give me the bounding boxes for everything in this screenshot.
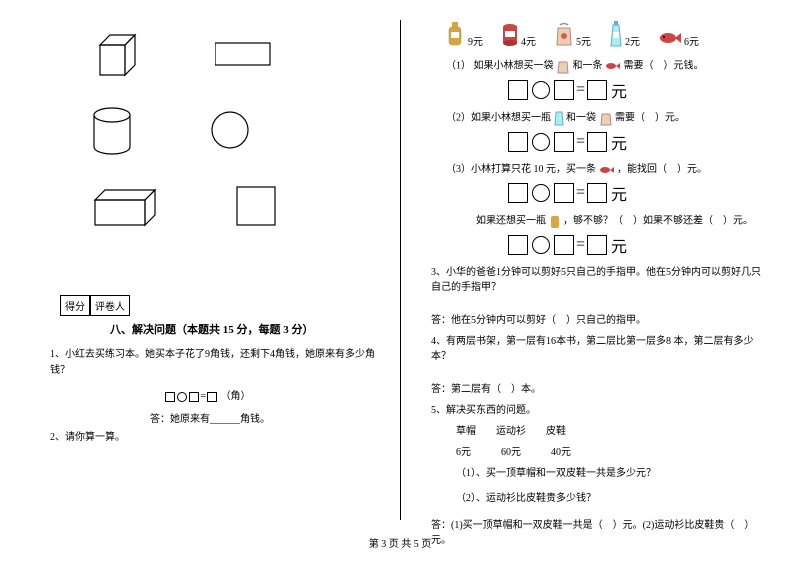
eq-4: =元	[506, 233, 770, 257]
right-column: 9元 4元 5元 2元 6元 （1） 如果小林想买一袋 和一条 需要（ ）元钱。…	[400, 20, 770, 520]
page-footer: 第 3 页 共 5 页	[0, 535, 800, 550]
fish-icon-inline	[605, 60, 621, 72]
eq-unit: （角）	[221, 391, 251, 402]
eq-3: =元	[506, 181, 770, 205]
bag-icon-inline	[556, 58, 570, 74]
sub-q3c: 如果还想买一瓶 ，够不够？（ ）如果不够还差（ ）元。	[476, 213, 770, 229]
question-2: 2、请你算一算。	[50, 430, 385, 446]
sub-q1: （1） 如果小林想买一袋 和一条 需要（ ）元钱。	[446, 58, 770, 74]
section-title: 八、解决问题（本题共 15 分，每题 3 分）	[110, 321, 385, 337]
price-4: 2元	[625, 33, 640, 48]
q5-header: 草帽 运动衫 皮鞋	[456, 424, 770, 439]
bag-icon-inline2	[599, 110, 613, 126]
score-label: 得分	[60, 295, 90, 316]
bottle-icon	[446, 20, 466, 48]
price-1: 9元	[468, 33, 483, 48]
q5-sub2: （2）、运动衫比皮鞋贵多少钱？	[456, 491, 770, 506]
question-5: 5、解决买东西的问题。	[431, 403, 770, 418]
sub-q2: （2）如果小林想买一瓶 和一袋 需要（ ）元。	[446, 110, 770, 126]
left-column: 得分 评卷人 八、解决问题（本题共 15 分，每题 3 分） 1、小红去买练习本…	[30, 20, 400, 520]
shapes-area	[30, 20, 385, 275]
eq-1: =元	[506, 78, 770, 102]
bottle-icon-inline	[549, 213, 561, 229]
question-1: 1、小红去买练习本。她买本子花了9角钱，还剩下4角钱，她原来有多少角钱？	[50, 347, 385, 379]
bottle2-icon	[609, 20, 623, 48]
bottle2-icon-inline	[554, 110, 564, 126]
cube-shape	[90, 30, 145, 80]
price-3: 5元	[576, 33, 591, 48]
question-3: 3、小华的爸爸1分钟可以剪好5只自己的手指甲。他在5分钟内可以剪好几只自己的手指…	[431, 265, 770, 295]
q3-answer: 答：他在5分钟内可以剪好（ ）只自己的指甲。	[431, 313, 770, 328]
rectangle-shape	[215, 40, 275, 70]
bag-icon	[554, 22, 574, 48]
circle-shape	[210, 110, 255, 155]
eq-2: =元	[506, 130, 770, 154]
cuboid-shape	[90, 185, 165, 230]
square-shape	[235, 185, 280, 230]
q1-answer: 答：她原来有______角钱。	[150, 410, 385, 425]
fish-icon-inline2	[599, 164, 615, 176]
sub-q3: （3）小林打算只花 10 元，买一条 ，能找回（ ）元。	[446, 162, 770, 177]
price-items-row: 9元 4元 5元 2元 6元	[446, 20, 770, 48]
q5-sub1: （1）、买一顶草帽和一双皮鞋一共是多少元？	[456, 466, 770, 481]
can-icon	[501, 22, 519, 48]
q4-answer: 答：第二层有（ ）本。	[431, 382, 770, 397]
price-5: 6元	[684, 33, 699, 48]
cylinder-shape	[90, 105, 140, 160]
q5-prices: 6元 60元 40元	[456, 445, 770, 460]
grader-label: 评卷人	[90, 295, 130, 316]
q1-equation: = （角）	[30, 387, 385, 402]
question-4: 4、有两层书架，第一层有16本书，第二层比第一层多8 本，第二层有多少本？	[431, 334, 770, 364]
fish-icon	[658, 28, 682, 48]
price-2: 4元	[521, 33, 536, 48]
score-box: 得分 评卷人	[60, 295, 385, 316]
